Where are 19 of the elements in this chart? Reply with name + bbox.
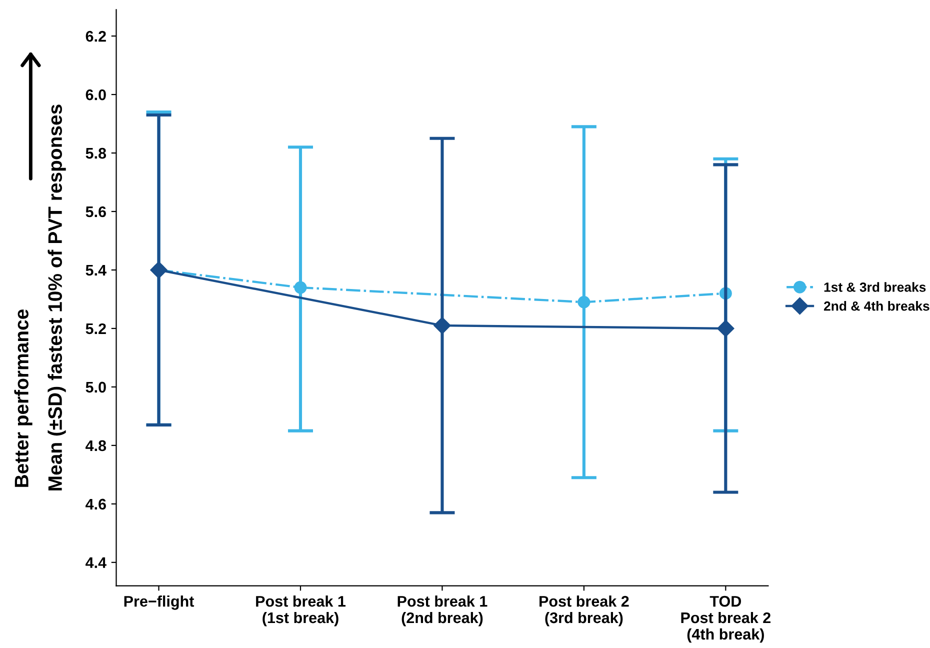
y-tick-label: 6.2 bbox=[86, 30, 106, 42]
y-tick-label: 4.4 bbox=[86, 557, 106, 568]
x-tick-label: Post break 1 (1st break) bbox=[256, 596, 346, 626]
y-tick-label: 6.0 bbox=[86, 89, 106, 100]
x-tick-label: TOD Post break 2 (4th break) bbox=[681, 596, 770, 643]
x-tick-label: Pre−flight bbox=[124, 596, 194, 610]
legend-label: 1st & 3rd breaks bbox=[824, 282, 926, 292]
y-axis-title: Mean (±SD) fastest 10% of PVT responses bbox=[48, 104, 66, 490]
y-tick-label: 5.2 bbox=[86, 323, 106, 334]
x-tick-label: Post break 1 (2nd break) bbox=[398, 596, 488, 626]
y-tick-label: 5.6 bbox=[86, 206, 106, 218]
x-tick-label: Post break 2 (3rd break) bbox=[540, 596, 629, 626]
y-tick-label: 5.4 bbox=[86, 265, 106, 276]
legend-label: 2nd & 4th breaks bbox=[824, 301, 930, 311]
y-tick-label: 5.0 bbox=[86, 382, 106, 393]
y-tick-label: 4.8 bbox=[86, 440, 106, 452]
text: Better performance bbox=[14, 309, 32, 487]
y-tick-label: 4.6 bbox=[86, 498, 106, 510]
y-tick-label: 5.8 bbox=[86, 148, 106, 159]
